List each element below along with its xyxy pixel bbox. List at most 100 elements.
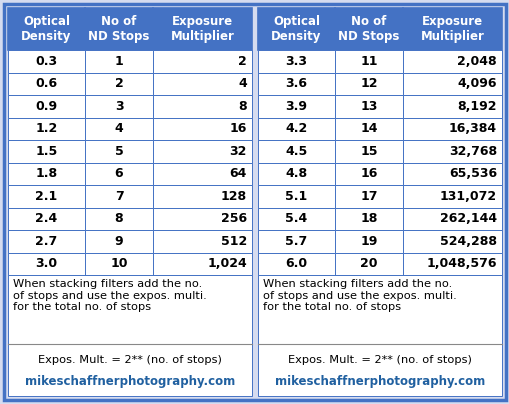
Text: 5.4: 5.4	[285, 212, 307, 225]
Text: 64: 64	[229, 167, 246, 180]
Bar	[153, 118, 251, 140]
Text: 12: 12	[359, 77, 377, 90]
Text: 2: 2	[238, 55, 246, 68]
Text: 5: 5	[115, 145, 123, 158]
Bar	[258, 162, 334, 185]
Text: 4: 4	[238, 77, 246, 90]
Bar	[258, 230, 334, 252]
Bar	[84, 140, 153, 162]
Bar	[84, 208, 153, 230]
Bar	[334, 252, 403, 275]
Text: 4,096: 4,096	[457, 77, 496, 90]
Text: When stacking filters add the no.
of stops and use the expos. multi.
for the tot: When stacking filters add the no. of sto…	[13, 279, 206, 312]
Text: 2: 2	[115, 77, 123, 90]
Text: 0.3: 0.3	[35, 55, 58, 68]
Bar	[84, 95, 153, 118]
Bar	[8, 8, 84, 50]
Text: Exposure
Multiplier: Exposure Multiplier	[420, 15, 484, 43]
Bar	[8, 140, 84, 162]
Text: When stacking filters add the no.
of stops and use the expos. multi.
for the tot: When stacking filters add the no. of sto…	[263, 279, 456, 312]
Text: Optical
Density: Optical Density	[21, 15, 71, 43]
Bar	[8, 162, 84, 185]
Text: Exposure
Multiplier: Exposure Multiplier	[171, 15, 234, 43]
Text: No of
ND Stops: No of ND Stops	[88, 15, 150, 43]
Bar	[84, 50, 153, 72]
Bar	[84, 162, 153, 185]
Text: 3: 3	[115, 100, 123, 113]
Text: mikeschaffnerphotography.com: mikeschaffnerphotography.com	[274, 375, 484, 388]
Bar	[403, 95, 501, 118]
Text: Expos. Mult. = 2** (no. of stops): Expos. Mult. = 2** (no. of stops)	[38, 355, 221, 364]
Text: 4.2: 4.2	[285, 122, 307, 135]
Bar	[84, 118, 153, 140]
Bar	[258, 95, 334, 118]
Text: No of
ND Stops: No of ND Stops	[337, 15, 399, 43]
Bar	[8, 118, 84, 140]
Bar	[403, 140, 501, 162]
Text: 9: 9	[115, 235, 123, 248]
Text: 1.8: 1.8	[35, 167, 58, 180]
Bar	[8, 72, 84, 95]
Text: 512: 512	[220, 235, 246, 248]
Bar	[153, 8, 251, 50]
Text: Optical
Density: Optical Density	[271, 15, 321, 43]
Bar	[153, 95, 251, 118]
Text: 1: 1	[115, 55, 123, 68]
Bar	[153, 208, 251, 230]
Text: 3.0: 3.0	[35, 257, 58, 270]
Bar	[84, 185, 153, 208]
Bar	[403, 252, 501, 275]
Bar	[8, 95, 84, 118]
Text: 8,192: 8,192	[457, 100, 496, 113]
Bar	[258, 140, 334, 162]
Bar	[8, 208, 84, 230]
Text: 0.6: 0.6	[35, 77, 58, 90]
Bar	[258, 275, 501, 396]
Text: 2.1: 2.1	[35, 190, 58, 203]
Bar	[403, 8, 501, 50]
Bar	[334, 162, 403, 185]
Text: 256: 256	[220, 212, 246, 225]
Text: 16,384: 16,384	[448, 122, 496, 135]
Bar	[153, 230, 251, 252]
Bar	[8, 275, 251, 396]
Text: 5.7: 5.7	[285, 235, 307, 248]
Text: 8: 8	[238, 100, 246, 113]
Bar	[8, 185, 84, 208]
Bar	[258, 252, 334, 275]
Bar	[403, 162, 501, 185]
Bar	[403, 230, 501, 252]
Text: 19: 19	[360, 235, 377, 248]
Text: mikeschaffnerphotography.com: mikeschaffnerphotography.com	[25, 375, 235, 388]
Bar	[403, 72, 501, 95]
Bar	[403, 118, 501, 140]
Text: 10: 10	[110, 257, 128, 270]
Bar	[334, 72, 403, 95]
Text: 6: 6	[115, 167, 123, 180]
Text: 7: 7	[115, 190, 123, 203]
Bar	[153, 50, 251, 72]
Text: 4: 4	[115, 122, 123, 135]
Text: 524,288: 524,288	[439, 235, 496, 248]
Text: 3.9: 3.9	[285, 100, 307, 113]
Bar	[334, 230, 403, 252]
Text: 20: 20	[359, 257, 377, 270]
Text: 131,072: 131,072	[439, 190, 496, 203]
Text: 16: 16	[360, 167, 377, 180]
Text: 2.7: 2.7	[35, 235, 58, 248]
Bar	[8, 230, 84, 252]
Text: 2.4: 2.4	[35, 212, 58, 225]
Text: 4.8: 4.8	[285, 167, 307, 180]
Text: 14: 14	[359, 122, 377, 135]
Bar	[403, 208, 501, 230]
Bar	[258, 8, 334, 50]
Text: 16: 16	[229, 122, 246, 135]
Bar	[334, 140, 403, 162]
Bar	[403, 185, 501, 208]
Text: 1,048,576: 1,048,576	[426, 257, 496, 270]
Text: 262,144: 262,144	[439, 212, 496, 225]
Text: 2,048: 2,048	[457, 55, 496, 68]
Bar	[403, 50, 501, 72]
Text: 15: 15	[359, 145, 377, 158]
Bar	[334, 95, 403, 118]
